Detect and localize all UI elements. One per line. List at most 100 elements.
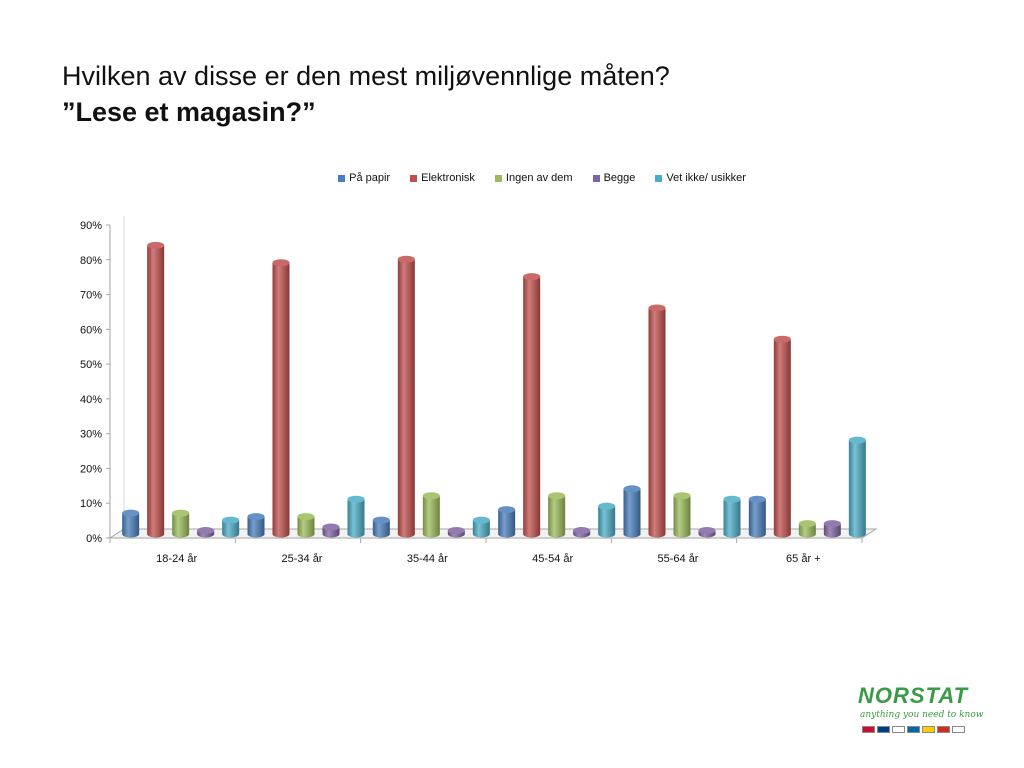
bar — [848, 436, 866, 538]
bar — [648, 304, 666, 538]
norstat-logo: NORSTAT anything you need to know — [858, 684, 1008, 744]
legend-swatch — [494, 174, 502, 182]
slide-title: Hvilken av disse er den mest miljøvennli… — [62, 58, 962, 130]
title-line-1: Hvilken av disse er den mest miljøvennli… — [62, 61, 670, 91]
legend-label: Ingen av dem — [505, 172, 573, 184]
bar-cap — [548, 492, 566, 500]
bar-cap — [197, 527, 215, 535]
bar-cap — [798, 520, 816, 528]
bar-body — [122, 513, 140, 538]
legend-label: Begge — [603, 172, 636, 184]
bar — [748, 495, 766, 538]
flag-icon — [937, 726, 950, 733]
bar-cap — [372, 516, 390, 524]
flag-icon — [907, 726, 920, 733]
bar-cap — [673, 492, 691, 500]
y-tick-label: 0% — [86, 533, 102, 545]
bar — [172, 509, 190, 538]
bar-cap — [147, 241, 165, 249]
legend-swatch — [592, 174, 600, 182]
bar — [397, 255, 415, 538]
bar-cap — [172, 509, 190, 517]
bar-body — [748, 499, 766, 538]
bar-body — [798, 523, 816, 538]
legend-item: Begge — [592, 172, 636, 184]
legend-swatch — [410, 174, 418, 182]
title-line-2: ”Lese et magasin?” — [62, 94, 962, 130]
bar — [723, 495, 741, 538]
flag-icon — [877, 726, 890, 733]
bar-body — [598, 506, 616, 538]
bar-body — [222, 520, 240, 538]
bar-cap — [523, 273, 541, 281]
y-tick-label: 10% — [80, 498, 102, 510]
bar-body — [498, 509, 516, 538]
bar-body — [347, 499, 365, 538]
bar — [498, 506, 516, 538]
y-tick-label: 70% — [80, 290, 102, 302]
bar — [573, 527, 591, 538]
y-tick-label: 80% — [80, 255, 102, 267]
bar-body — [372, 520, 390, 538]
bar-cap — [447, 527, 465, 535]
bar-cap — [573, 527, 591, 535]
chart-legend: På papir Elektronisk Ingen av dem Begge Vet … — [0, 172, 1024, 184]
legend-item: På papir — [338, 172, 390, 184]
flag-icon — [922, 726, 935, 733]
bar-body — [147, 245, 165, 538]
bar-body — [623, 488, 641, 538]
bar — [523, 273, 541, 538]
y-tick-label: 30% — [80, 429, 102, 441]
legend-label: Elektronisk — [421, 172, 475, 184]
bar — [598, 502, 616, 538]
bar-cap — [272, 259, 290, 267]
bar-body — [773, 339, 791, 538]
bar-cap — [848, 436, 866, 444]
bar-cap — [698, 527, 716, 535]
bar-cap — [823, 520, 841, 528]
bar-cap — [723, 495, 741, 503]
bar — [197, 527, 215, 538]
bar-body — [673, 495, 691, 538]
bar — [673, 492, 691, 538]
title-line-2-text: Lese et magasin?” — [75, 97, 316, 127]
bar-body — [848, 440, 866, 538]
y-tick-label: 40% — [80, 394, 102, 406]
bar-cap — [623, 485, 641, 493]
bar-body — [548, 495, 566, 538]
bar-cap — [498, 506, 516, 514]
bar-cap — [472, 516, 490, 524]
bar — [823, 520, 841, 538]
bar — [247, 513, 265, 538]
bar-body — [297, 516, 315, 538]
bar-cap — [422, 492, 440, 500]
bar-cap — [122, 509, 140, 517]
y-tick-label: 20% — [80, 463, 102, 475]
bar-cap — [773, 335, 791, 343]
y-tick-label: 50% — [80, 359, 102, 371]
bar — [773, 335, 791, 538]
bar-body — [472, 520, 490, 538]
logo-wordmark: NORSTAT — [858, 683, 969, 708]
flag-icon — [892, 726, 905, 733]
x-tick-label: 45-54 år — [532, 553, 573, 565]
bar-cap — [598, 502, 616, 510]
bar-cap — [297, 513, 315, 521]
bar — [122, 509, 140, 538]
legend-swatch — [338, 174, 346, 182]
bar — [347, 495, 365, 538]
bar — [147, 241, 165, 538]
legend-item: Vet ikke/ usikker — [655, 172, 746, 184]
bar-cap — [648, 304, 666, 312]
y-tick-label: 60% — [80, 324, 102, 336]
bar — [297, 513, 315, 538]
bar-body — [648, 307, 666, 538]
logo-tagline: anything you need to know — [860, 710, 984, 720]
bar-body — [397, 259, 415, 538]
bar-cap — [347, 495, 365, 503]
bar — [447, 527, 465, 538]
bar — [272, 259, 290, 538]
x-tick-label: 18-24 år — [156, 553, 197, 565]
bar-cap — [247, 513, 265, 521]
